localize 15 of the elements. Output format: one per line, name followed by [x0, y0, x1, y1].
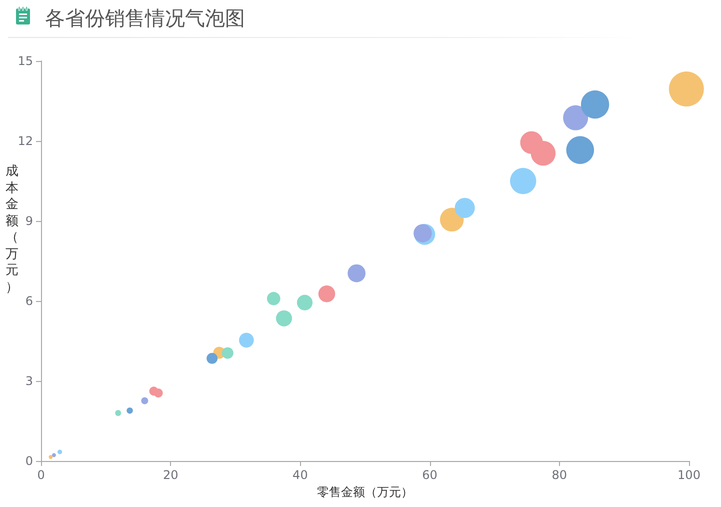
chart-title: 各省份销售情况气泡图: [45, 6, 245, 30]
x-tick-label: 100: [678, 468, 700, 482]
y-tick-label: 12: [18, 134, 33, 148]
x-axis-title: 零售金额（万元）: [317, 484, 413, 499]
y-tick-label: 0: [25, 454, 33, 468]
y-tick-label: 6: [25, 294, 33, 308]
x-tick-label: 20: [162, 468, 178, 482]
y-tick-label: 3: [25, 374, 33, 388]
x-tick-label: 0: [37, 468, 45, 482]
y-tick-label: 15: [18, 54, 33, 68]
y-tick-label: 9: [25, 214, 33, 228]
x-tick-label: 80: [552, 468, 568, 482]
x-tick-label: 40: [292, 468, 308, 482]
y-axis-title: 成本金额（万元）: [5, 164, 19, 296]
x-tick-label: 60: [422, 468, 438, 482]
